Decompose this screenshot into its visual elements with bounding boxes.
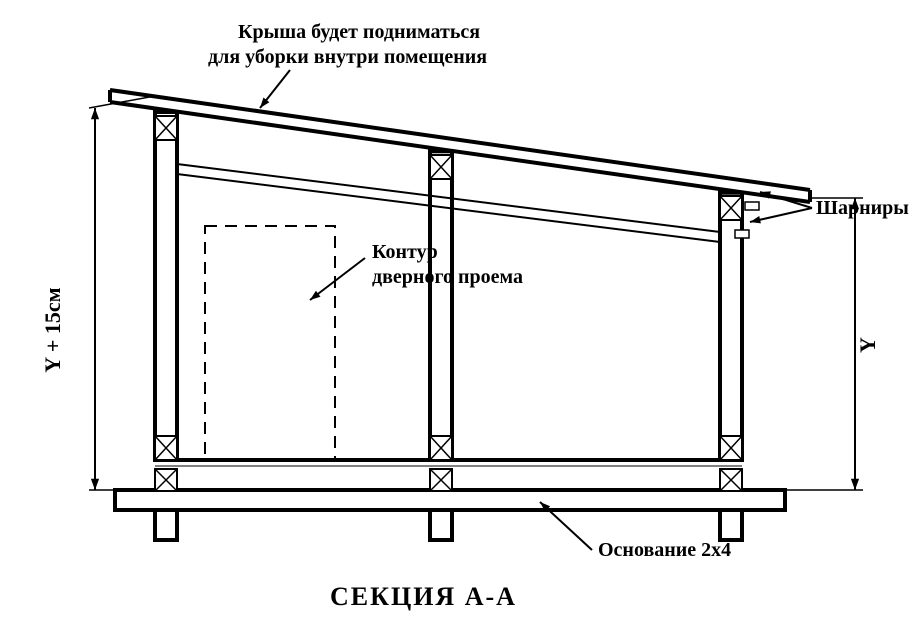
base-label: Основание 2х4 xyxy=(598,539,731,561)
post-0 xyxy=(155,112,177,460)
hinge-mark xyxy=(745,202,759,210)
door-label-2: дверного проема xyxy=(372,266,523,288)
post-foot-0 xyxy=(155,510,177,540)
hinges-label: Шарниры xyxy=(816,197,909,219)
hinge-mark xyxy=(735,230,749,238)
section-diagram: Крыша будет подниматься для уборки внутри… xyxy=(0,0,920,638)
section-title: СЕКЦИЯ А-А xyxy=(330,582,517,611)
roof-note-line2: для уборки внутри помещения xyxy=(208,46,487,68)
right-dim-label: Y xyxy=(855,337,880,353)
door-label-1: Контур xyxy=(372,241,438,263)
post-foot-2 xyxy=(720,510,742,540)
roof-note-line1: Крыша будет подниматься xyxy=(238,21,480,43)
post-foot-1 xyxy=(430,510,452,540)
floor-beam xyxy=(115,490,785,510)
left-dim-label: Y + 15см xyxy=(40,287,65,372)
